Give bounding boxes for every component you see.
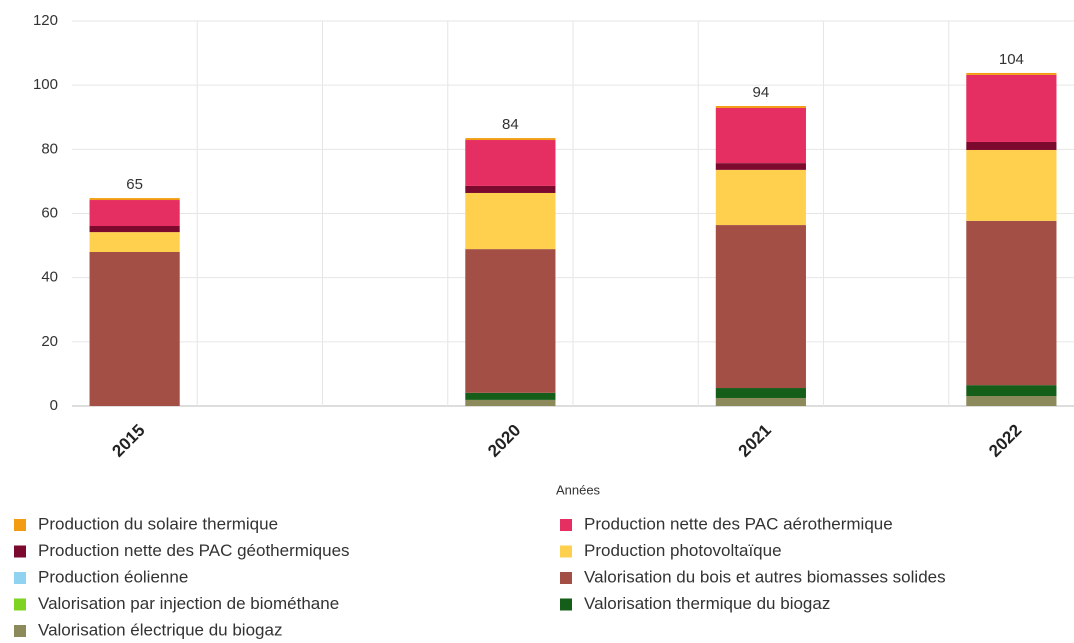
- x-tick-label: 2022: [985, 421, 1025, 461]
- y-tick-label: 0: [50, 397, 58, 414]
- x-tick-label: 2020: [484, 421, 524, 461]
- x-tick-label: 2021: [735, 421, 775, 461]
- bar-segment: [89, 200, 180, 227]
- bar-segment: [465, 138, 556, 141]
- bar-segment: [465, 249, 556, 393]
- legend-swatch: [14, 572, 26, 584]
- bar-segment: [89, 226, 180, 233]
- legend-swatch: [560, 545, 572, 558]
- bar-segment: [89, 252, 180, 406]
- bar-segment: [715, 388, 806, 398]
- bar-segment: [715, 163, 806, 170]
- legend-swatch: [14, 625, 26, 637]
- bar-segment: [465, 399, 556, 406]
- legend-label: Valorisation du bois et autres biomasses…: [584, 567, 946, 586]
- bar-segment: [966, 149, 1057, 221]
- bar-segment: [715, 225, 806, 389]
- bar-segment: [966, 396, 1057, 406]
- legend-label: Production photovoltaïque: [584, 541, 782, 560]
- y-tick-label: 80: [41, 140, 58, 157]
- legend-label: Production du solaire thermique: [38, 514, 278, 533]
- total-label: 84: [502, 116, 519, 133]
- y-tick-label: 120: [33, 12, 58, 29]
- legend-label: Production éolienne: [38, 567, 188, 586]
- legend-swatch: [14, 598, 26, 611]
- legend-swatch: [560, 519, 572, 531]
- bar-segment: [465, 185, 556, 193]
- y-tick-label: 40: [41, 269, 58, 286]
- total-label: 65: [126, 176, 143, 193]
- bar-segment: [966, 141, 1057, 150]
- bar-segment: [465, 192, 556, 250]
- legend-swatch: [14, 519, 26, 531]
- legend-label: Production nette des PAC géothermiques: [38, 541, 350, 560]
- bar-segment: [966, 72, 1057, 75]
- x-axis-label: Années: [556, 482, 601, 497]
- bar-segment: [966, 220, 1057, 386]
- legend-label: Valorisation thermique du biogaz: [584, 594, 830, 613]
- bar-segment: [89, 198, 180, 201]
- y-tick-label: 60: [41, 204, 58, 221]
- x-tick-label: 2015: [108, 421, 148, 461]
- legend-swatch: [560, 598, 572, 611]
- legend-swatch: [560, 572, 572, 584]
- legend-label: Production nette des PAC aérothermique: [584, 514, 893, 533]
- total-label: 94: [753, 84, 770, 101]
- y-tick-label: 100: [33, 76, 58, 93]
- bar-segment: [715, 397, 806, 406]
- legend-swatch: [14, 545, 26, 558]
- bar-segment: [465, 140, 556, 186]
- legend-label: Valorisation électrique du biogaz: [38, 620, 282, 639]
- legend-label: Valorisation par injection de biométhane: [38, 594, 339, 613]
- bar-segment: [966, 385, 1057, 397]
- bar-segment: [89, 232, 180, 252]
- bar-segment: [715, 106, 806, 108]
- bar-segment: [465, 392, 556, 400]
- bar-segment: [966, 74, 1057, 142]
- y-tick-label: 20: [41, 333, 58, 350]
- bar-segment: [715, 107, 806, 164]
- bar-segment: [715, 169, 806, 226]
- total-label: 104: [999, 51, 1024, 68]
